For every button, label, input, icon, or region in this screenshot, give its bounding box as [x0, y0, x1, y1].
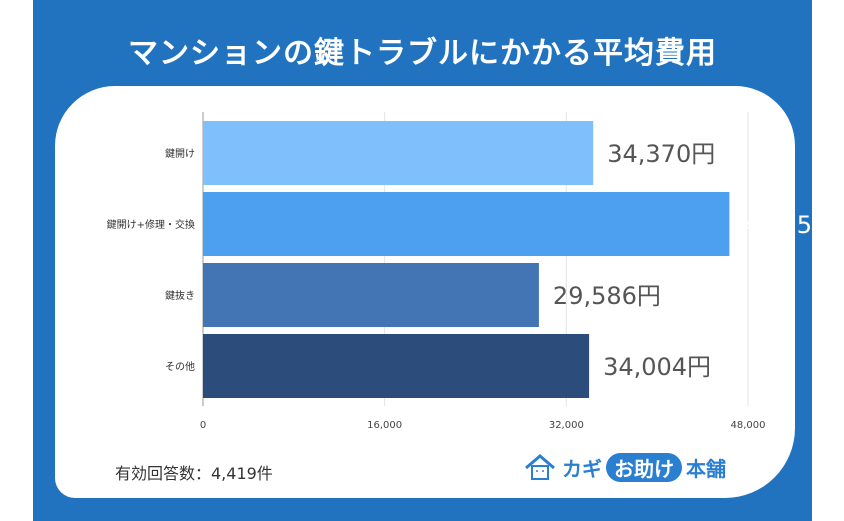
logo-text-3: 本舗 [686, 456, 726, 481]
x-tick-label: 16,000 [367, 420, 402, 431]
bar [203, 192, 730, 256]
data-label: 34,004円 [603, 353, 711, 381]
brand-logo: カギ お助け 本舗 [522, 452, 726, 482]
logo-text-1: カギ [562, 456, 602, 481]
data-label: 34,370円 [607, 140, 715, 168]
data-label: 29,586円 [553, 282, 661, 310]
bar [203, 334, 590, 398]
respondent-count: 有効回答数：4,419件 [115, 464, 273, 483]
data-label: 46,358円 [743, 211, 844, 239]
category-label: 鍵開け [165, 147, 195, 160]
category-label: 鍵抜き [165, 289, 195, 302]
page-title: マンションの鍵トラブルにかかる平均費用 [128, 36, 717, 71]
house-mascot-icon [525, 454, 555, 480]
x-tick-label: 32,000 [549, 420, 584, 431]
logo-text-2: お助け [606, 452, 682, 482]
bar [203, 263, 539, 327]
x-tick-label: 48,000 [731, 420, 766, 431]
bar [203, 121, 594, 185]
category-label: 鍵開け+修理・交換 [107, 218, 195, 231]
x-tick-label: 0 [200, 420, 206, 431]
category-label: その他 [165, 360, 195, 373]
